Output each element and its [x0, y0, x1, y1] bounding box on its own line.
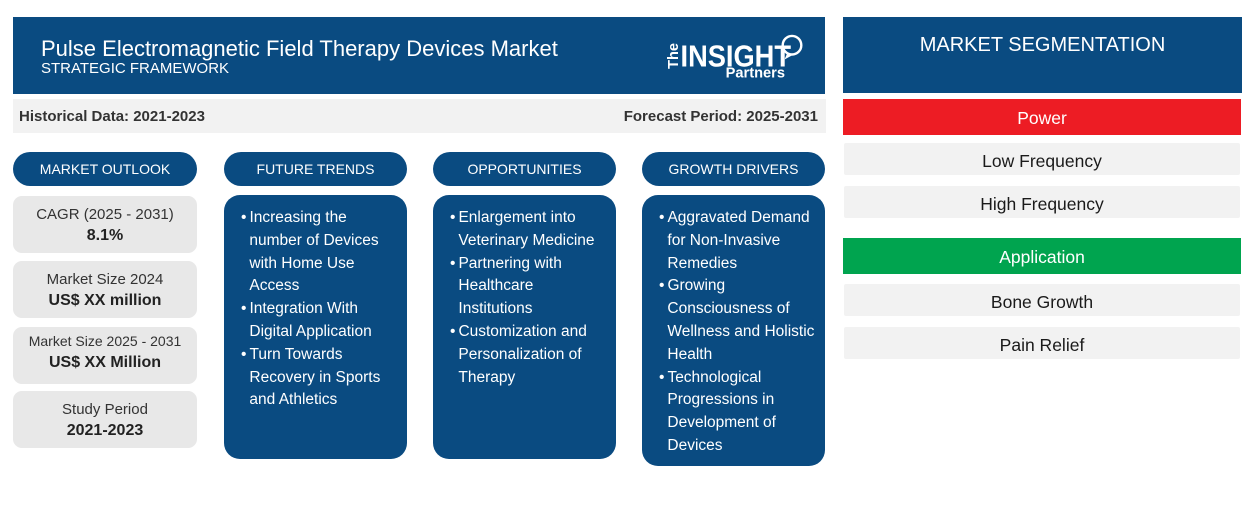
svg-text:Partners: Partners: [726, 66, 785, 82]
svg-text:INSIGHT: INSIGHT: [681, 38, 792, 73]
svg-text:The: The: [666, 43, 682, 69]
